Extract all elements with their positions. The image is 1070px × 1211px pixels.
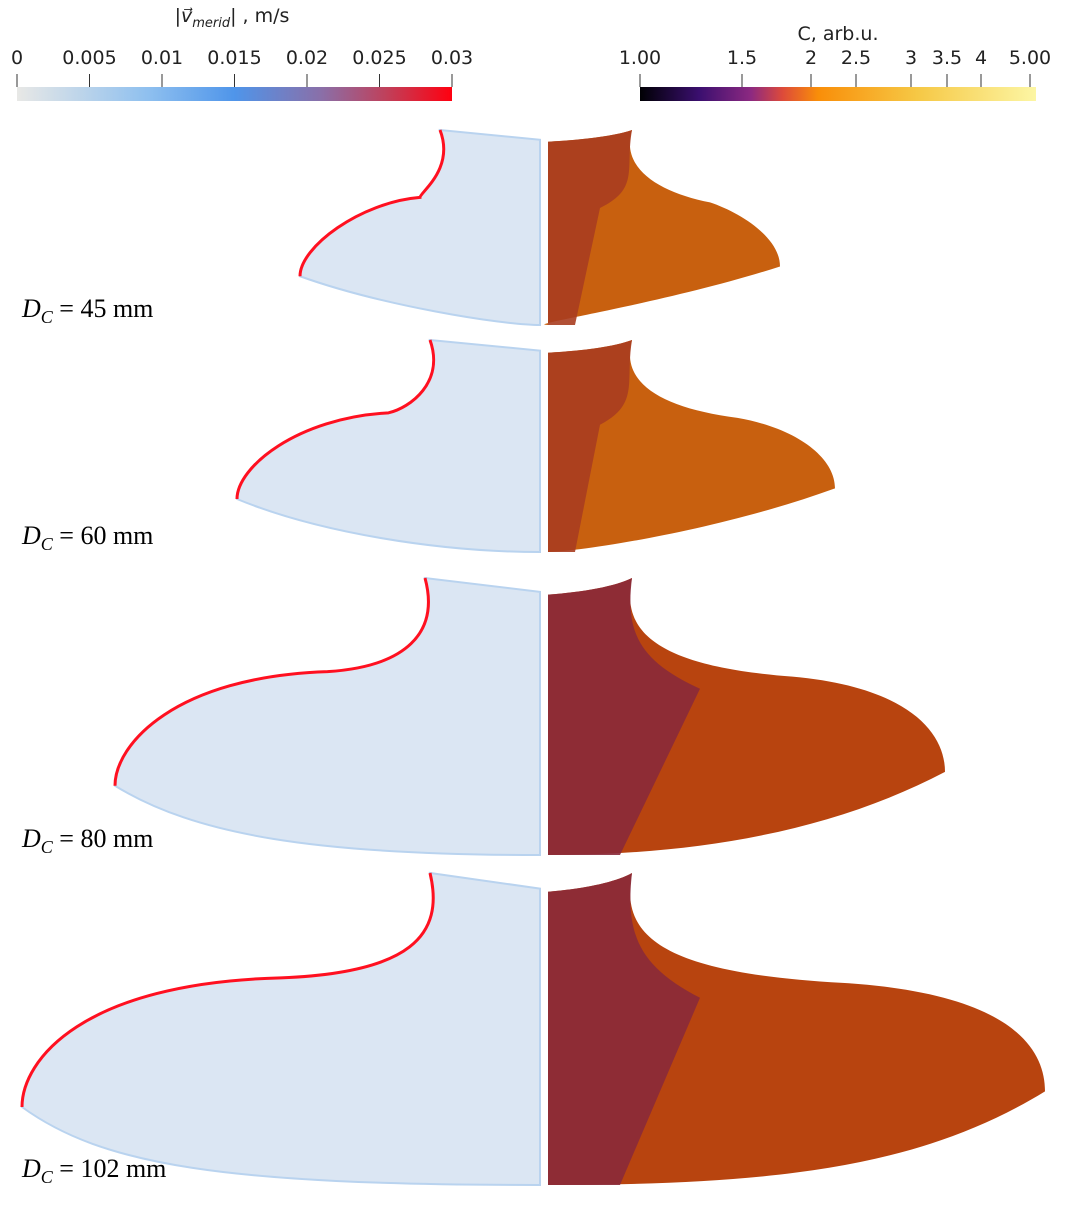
panel-label: DC = 45 mm [21,294,153,327]
velocity-field [237,340,540,552]
panel-label: DC = 80 mm [21,824,153,857]
panel-label: DC = 102 mm [21,1154,166,1187]
colorbar-tick-label: 1.00 [619,47,661,69]
colorbar-tick-label: 2 [805,47,817,69]
colorbar-tick-label: 0 [11,47,23,69]
colorbar-tick-label: 0.03 [431,47,473,69]
colorbar-tick-label: 0.015 [207,47,261,69]
colorbar [640,87,1036,101]
colorbar-title: |v⃗merid| , m/s [175,5,290,31]
colorbar-tick-label: 0.025 [352,47,406,69]
colorbar-tick-label: 5.00 [1009,47,1051,69]
figure: |v⃗merid| , m/s C, arb.u. 0 0.005 0.01 0.01… [0,0,1070,1211]
label-part: = 80 mm [53,824,154,853]
title-part: merid [192,16,231,31]
label-part: = 60 mm [53,521,154,550]
label-part: D [21,1154,41,1183]
label-part: D [21,294,41,323]
colorbar [17,87,452,101]
colorbar-tick-label: 0.005 [62,47,116,69]
colorbar-tick-label: 3 [905,47,917,69]
colorbar-tick-label: 0.01 [141,47,183,69]
label-part: = 102 mm [53,1154,167,1183]
colorbar-tick-label: 4 [975,47,987,69]
velocity-field [22,873,540,1185]
label-part: D [21,824,41,853]
label-part: D [21,521,41,550]
title-part: v⃗ [181,5,193,27]
title-part: | , m/s [230,5,289,27]
panel-label: DC = 60 mm [21,521,153,554]
colorbar-tick-label: 0.02 [286,47,328,69]
colorbar-tick-label: 3.5 [932,47,962,69]
velocity-field [115,578,540,855]
colorbar-title: C, arb.u. [798,23,879,45]
colorbar-tick-label: 2.5 [841,47,871,69]
colorbar-tick-label: 1.5 [727,47,757,69]
label-part: = 45 mm [53,294,154,323]
